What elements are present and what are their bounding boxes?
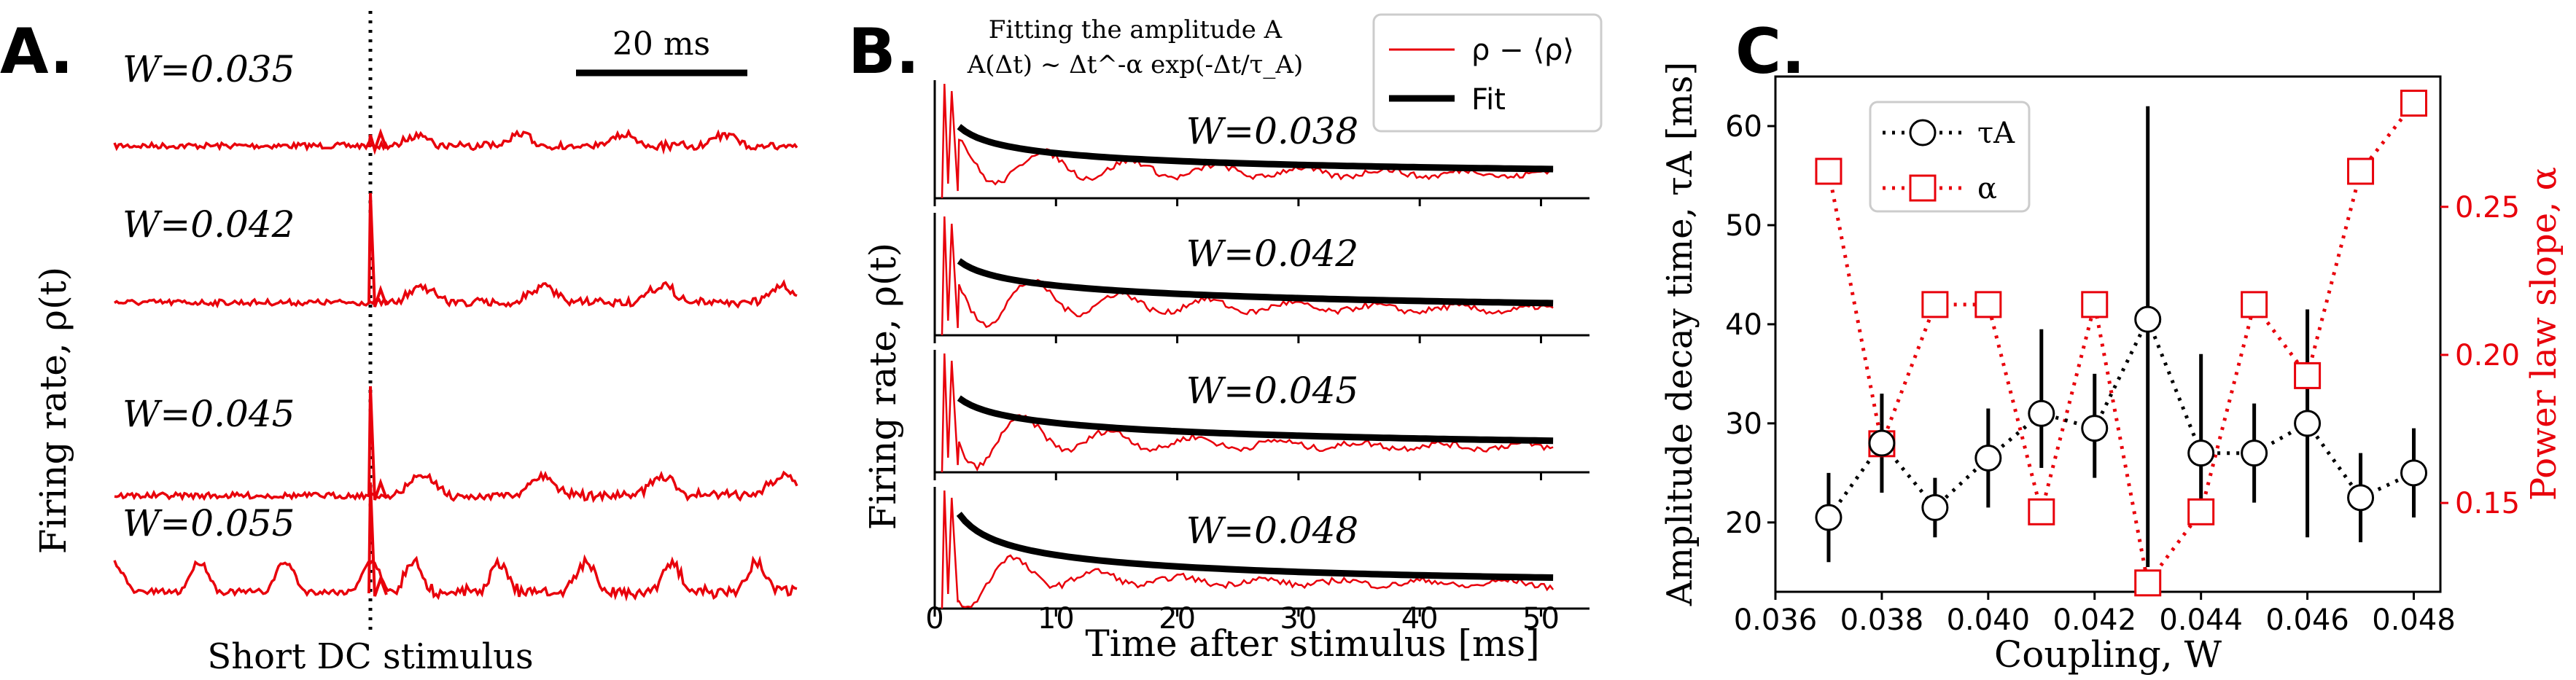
xtick-label-b-1: 10 [1038, 602, 1075, 636]
xtick-label-c-6: 0.048 [2372, 603, 2456, 637]
tau-point-10 [2347, 484, 2375, 512]
panel-c-legend: τA α [1869, 101, 2031, 213]
ytick-left-label-c-3: 50 [1725, 209, 1762, 243]
panel-a-ylabel: Firing rate, ρ(t) [32, 267, 74, 554]
panel-a-traces: W=0.035 W=0.042 W=0.045 W=0.055 [113, 48, 798, 602]
subplot-b-2-fit [957, 395, 1554, 445]
tau-point-0 [1815, 504, 1842, 531]
xtick-label-b-5: 50 [1522, 602, 1560, 636]
legend-alpha-marker [1909, 174, 1937, 202]
alpha-point-10 [2347, 157, 2375, 185]
panel-c-ylabel-right: Power law slope, α [2524, 167, 2564, 501]
tau-point-4 [2028, 399, 2055, 427]
xtick-label-b-3: 30 [1280, 602, 1317, 636]
xtick-label-b-2: 20 [1159, 602, 1196, 636]
ytick-left-label-c-0: 20 [1725, 507, 1762, 540]
panel-a-xlabel: Short DC stimulus [207, 636, 533, 677]
alpha-point-8 [2241, 291, 2268, 318]
panel-b-subplots: W=0.038 W=0.042 W=0.045 W=0.048 [933, 80, 1589, 617]
alpha-point-7 [2187, 498, 2215, 525]
panel-c-series [1815, 90, 2428, 597]
tau-point-6 [2134, 305, 2162, 333]
xtick-label-b-4: 40 [1401, 602, 1439, 636]
alpha-point-4 [2028, 498, 2055, 525]
tau-point-11 [2400, 459, 2428, 487]
panel-b: B. Fitting the amplitude A A(Δt) ~ Δt^-α… [848, 13, 1603, 665]
subplot-b-2-trace [941, 353, 1554, 473]
ytick-left-label-c-1: 30 [1725, 407, 1762, 441]
tau-line [1826, 314, 2415, 519]
xtick-label-c-3: 0.042 [2053, 603, 2137, 637]
panel-b-letter: B. [848, 15, 919, 88]
subplot-b-3-label: W=0.048 [1186, 509, 1358, 552]
legend-trace-label: ρ − ⟨ρ⟩ [1471, 34, 1574, 67]
tau-point-3 [1974, 444, 2002, 472]
subplot-b-3-fit [956, 512, 1554, 581]
panel-c: C. Amplitude decay time, τA [ms] Power l… [1659, 15, 2564, 676]
panel-c-axes-frame [1774, 75, 2442, 593]
xtick-label-c-1: 0.038 [1840, 603, 1924, 637]
alpha-point-11 [2400, 90, 2428, 117]
trace-a-0 [113, 128, 798, 155]
legend-fit-label: Fit [1471, 83, 1506, 117]
subplot-b-1-label: W=0.042 [1186, 232, 1358, 275]
alpha-point-0 [1815, 157, 1842, 185]
stimulus-spike-a-2 [367, 386, 388, 501]
panel-b-xlabel: Time after stimulus [ms] [1085, 622, 1539, 665]
legend-tau-label: τA [1977, 117, 2015, 150]
ytick-right-label-c-1: 0.20 [2455, 339, 2520, 372]
stimulus-spike-a-0 [367, 128, 388, 155]
tau-point-9 [2294, 410, 2322, 437]
tau-point-8 [2241, 439, 2268, 467]
panel-b-legend: ρ − ⟨ρ⟩ Fit [1372, 13, 1603, 133]
panel-c-xlabel: Coupling, W [1994, 633, 2222, 676]
subplot-b-2-label: W=0.045 [1186, 370, 1358, 412]
panel-c-ylabel-left: Amplitude decay time, τA [ms] [1659, 62, 1700, 606]
legend-alpha-label: α [1977, 172, 1997, 206]
alpha-point-6 [2134, 569, 2162, 597]
subplot-b-3-trace [941, 490, 1554, 609]
panel-b-title-line2: A(Δt) ~ Δt^-α exp(-Δt/τ_A) [967, 50, 1303, 79]
xtick-label-c-0: 0.036 [1734, 603, 1818, 637]
alpha-point-2 [1921, 291, 1949, 318]
trace-label-a-2: W=0.045 [122, 393, 295, 435]
panel-c-ticks: 0.036 0.038 0.040 0.042 0.044 0.046 0.048 20 30 4… [1725, 110, 2520, 637]
panel-a: A. Firing rate, ρ(t) 20 ms W=0.035 W=0.04… [0, 11, 798, 677]
subplot-b-0-label: W=0.038 [1186, 110, 1358, 152]
tau-point-7 [2187, 439, 2215, 467]
trace-a-3 [113, 554, 798, 602]
legend-frame [1372, 13, 1603, 133]
trace-label-a-0: W=0.035 [122, 48, 295, 90]
trace-a-2 [114, 470, 798, 504]
panel-b-xaxis: 0 10 20 30 40 50 [925, 602, 1560, 636]
subplot-b-1-fit [957, 258, 1554, 307]
xtick-label-c-5: 0.046 [2265, 603, 2349, 637]
trace-label-a-3: W=0.055 [122, 502, 295, 544]
trace-label-a-1: W=0.042 [122, 203, 295, 246]
tau-point-1 [1868, 429, 1896, 457]
subplot-b-0-fit [957, 124, 1554, 173]
tau-point-5 [2081, 415, 2109, 442]
alpha-point-3 [1974, 291, 2002, 318]
stimulus-spike-a-1 [367, 192, 388, 308]
ytick-left-label-c-4: 60 [1725, 110, 1762, 144]
alpha-point-9 [2294, 362, 2322, 389]
xtick-label-c-2: 0.040 [1947, 603, 2031, 637]
ytick-right-label-c-2: 0.25 [2455, 191, 2520, 224]
tau-point-2 [1921, 493, 1949, 521]
xtick-label-c-4: 0.044 [2159, 603, 2243, 637]
xtick-label-b-0: 0 [925, 602, 943, 636]
ytick-right-label-c-0: 0.15 [2455, 487, 2520, 520]
stimulus-spike-a-3 [367, 482, 388, 597]
panel-b-title-line1: Fitting the amplitude A [989, 15, 1283, 44]
trace-a-1 [114, 278, 798, 309]
panel-b-ylabel: Firing rate, ρ(t) [862, 243, 904, 530]
ytick-left-label-c-2: 40 [1725, 308, 1762, 342]
panel-a-letter: A. [0, 15, 74, 88]
alpha-point-5 [2081, 291, 2109, 318]
legend-tau-marker [1909, 119, 1937, 146]
scale-bar-label: 20 ms [612, 26, 710, 63]
